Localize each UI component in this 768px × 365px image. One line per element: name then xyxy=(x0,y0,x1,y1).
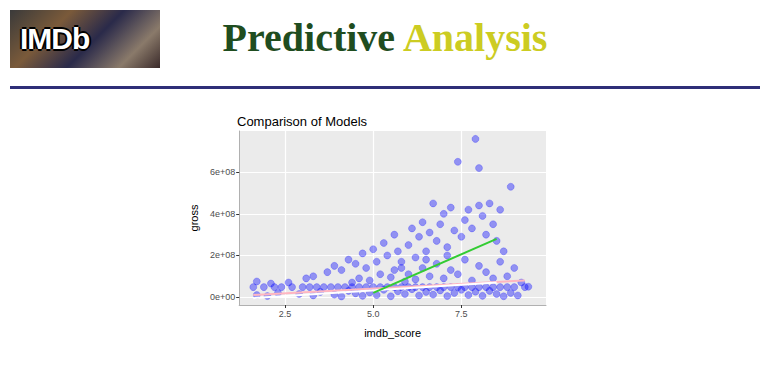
svg-text:6e+08: 6e+08 xyxy=(210,167,235,177)
svg-text:gross: gross xyxy=(188,204,200,231)
svg-text:Comparison of Models: Comparison of Models xyxy=(237,114,368,129)
svg-text:2.5: 2.5 xyxy=(279,309,292,319)
html-text:IMDb: IMDb xyxy=(20,22,90,55)
svg-text:2e+08: 2e+08 xyxy=(210,250,235,260)
svg-text:4e+08: 4e+08 xyxy=(210,209,235,219)
svg-text:7.5: 7.5 xyxy=(455,309,468,319)
svg-text:imdb_score: imdb_score xyxy=(364,327,421,339)
html-text:Predictive Analysis: Predictive Analysis xyxy=(222,15,548,60)
svg-text:5.0: 5.0 xyxy=(367,309,380,319)
svg-text:0e+00: 0e+00 xyxy=(210,292,235,302)
